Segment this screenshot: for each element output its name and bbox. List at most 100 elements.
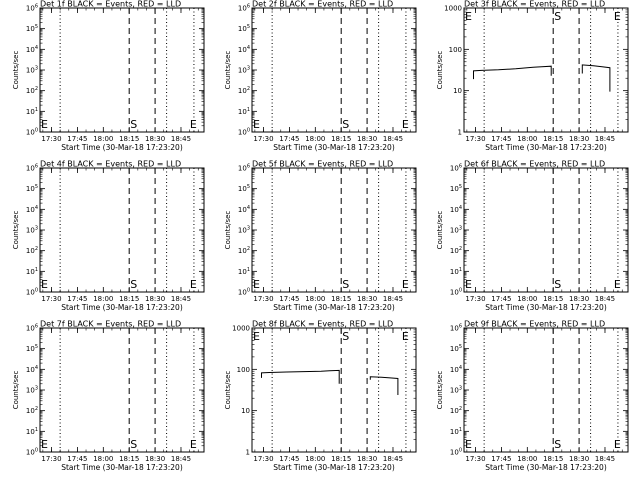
y-axis-label: Counts/sec [12, 371, 20, 410]
x-tick-label: 17:30 [253, 455, 273, 463]
y-tick-label: 103 [238, 66, 250, 75]
y-tick-label: 103 [26, 386, 38, 395]
x-tick-label: 17:30 [465, 295, 485, 303]
x-axis-label: Start Time (30-Mar-18 17:23:20) [273, 143, 395, 152]
y-tick-label: 1 [458, 129, 462, 137]
detector-panel-6: Det 6f BLACK = Events, RED = LLD 100 101 10… [436, 160, 629, 312]
y-tick-label: 106 [26, 324, 38, 333]
y-axis-label: Counts/sec [224, 371, 232, 410]
edge-end-marker: E [253, 330, 260, 343]
detector-panel-1: Det 1f BLACK = Events, RED = LLD 100 101 10… [12, 0, 205, 152]
y-axis-label: Counts/sec [12, 51, 20, 90]
end-marker: E [402, 278, 409, 291]
y-tick-label: 104 [238, 205, 250, 214]
y-tick-label: 103 [26, 226, 38, 235]
edge-end-marker: E [465, 278, 472, 291]
x-tick-label: 18:30 [357, 295, 377, 303]
y-axis-label: Counts/sec [224, 51, 232, 90]
x-tick-label: 17:30 [465, 455, 485, 463]
event-rate-line-segment [261, 369, 340, 384]
panel-title: Det 6f BLACK = Events, RED = LLD [464, 160, 605, 169]
y-tick-label: 103 [26, 66, 38, 75]
y-tick-label: 104 [450, 365, 462, 374]
x-axis-label: Start Time (30-Mar-18 17:23:20) [485, 143, 607, 152]
x-tick-label: 18:15 [119, 135, 139, 143]
x-tick-label: 17:30 [253, 135, 273, 143]
panel-title: Det 1f BLACK = Events, RED = LLD [40, 0, 181, 9]
detector-panel-5: Det 5f BLACK = Events, RED = LLD 100 101 10… [224, 160, 417, 312]
y-tick-label: 106 [238, 4, 250, 13]
x-axis-label: Start Time (30-Mar-18 17:23:20) [273, 463, 395, 472]
x-tick-label: 18:15 [543, 295, 563, 303]
panel-title: Det 7f BLACK = Events, RED = LLD [40, 320, 181, 329]
y-tick-label: 100 [450, 448, 462, 457]
x-tick-label: 18:00 [517, 455, 537, 463]
y-tick-label: 101 [450, 427, 462, 436]
y-tick-label: 102 [238, 246, 250, 255]
edge-end-marker: E [465, 438, 472, 451]
y-tick-label: 100 [26, 448, 38, 457]
plot-frame [39, 327, 205, 453]
y-tick-label: 105 [238, 24, 250, 33]
x-tick-label: 18:45 [383, 135, 403, 143]
y-tick-label: 105 [450, 184, 462, 193]
x-axis-label: Start Time (30-Mar-18 17:23:20) [485, 463, 607, 472]
x-tick-label: 18:30 [569, 135, 589, 143]
edge-end-marker: E [253, 278, 260, 291]
edge-end-marker: E [465, 10, 472, 23]
x-tick-label: 17:45 [67, 455, 87, 463]
x-tick-label: 18:30 [569, 455, 589, 463]
y-tick-label: 100 [449, 46, 462, 54]
end-marker: E [402, 330, 409, 343]
plot-frame [39, 167, 205, 293]
start-marker: S [130, 278, 137, 291]
y-axis-label: Counts/sec [12, 211, 20, 250]
x-tick-label: 17:45 [67, 135, 87, 143]
detector-panel-7: Det 7f BLACK = Events, RED = LLD 100 101 10… [12, 320, 205, 472]
y-tick-label: 104 [26, 365, 38, 374]
start-marker: S [342, 330, 349, 343]
start-marker: S [554, 10, 561, 23]
detector-panel-8: Det 8f BLACK = Events, RED = LLD 1 10 100 10… [224, 320, 417, 472]
y-tick-label: 100 [26, 288, 38, 297]
plot-frame [251, 7, 417, 133]
y-tick-label: 10 [453, 87, 462, 95]
x-tick-label: 18:15 [119, 455, 139, 463]
y-tick-label: 103 [450, 386, 462, 395]
y-tick-label: 105 [26, 184, 38, 193]
x-tick-label: 18:45 [595, 455, 615, 463]
x-axis-label: Start Time (30-Mar-18 17:23:20) [61, 143, 183, 152]
x-tick-label: 18:00 [517, 135, 537, 143]
end-marker: E [614, 438, 621, 451]
y-tick-label: 1 [246, 449, 250, 457]
x-tick-label: 18:15 [119, 295, 139, 303]
y-tick-label: 101 [238, 107, 250, 116]
y-tick-label: 103 [238, 226, 250, 235]
panel-title: Det 5f BLACK = Events, RED = LLD [252, 160, 393, 169]
y-tick-label: 105 [238, 184, 250, 193]
panel-title: Det 3f BLACK = Events, RED = LLD [464, 0, 605, 9]
plot-frame [39, 7, 205, 133]
y-tick-label: 106 [450, 324, 462, 333]
x-axis-label: Start Time (30-Mar-18 17:23:20) [61, 303, 183, 312]
y-tick-label: 1000 [444, 5, 462, 13]
x-tick-label: 18:45 [383, 455, 403, 463]
detector-panel-4: Det 4f BLACK = Events, RED = LLD 100 101 10… [12, 160, 205, 312]
y-tick-label: 1000 [232, 325, 250, 333]
panel-title: Det 8f BLACK = Events, RED = LLD [252, 320, 393, 329]
event-rate-line-segment [473, 65, 552, 80]
y-tick-label: 102 [450, 246, 462, 255]
end-marker: E [190, 438, 197, 451]
y-tick-label: 100 [26, 128, 38, 137]
y-tick-label: 102 [26, 86, 38, 95]
x-tick-label: 17:45 [279, 295, 299, 303]
end-marker: E [402, 118, 409, 131]
start-marker: S [130, 118, 137, 131]
x-tick-label: 18:00 [305, 135, 325, 143]
y-tick-label: 105 [26, 344, 38, 353]
plot-frame [463, 167, 629, 293]
x-tick-label: 18:45 [383, 295, 403, 303]
x-tick-label: 17:30 [41, 455, 61, 463]
y-tick-label: 100 [238, 288, 250, 297]
